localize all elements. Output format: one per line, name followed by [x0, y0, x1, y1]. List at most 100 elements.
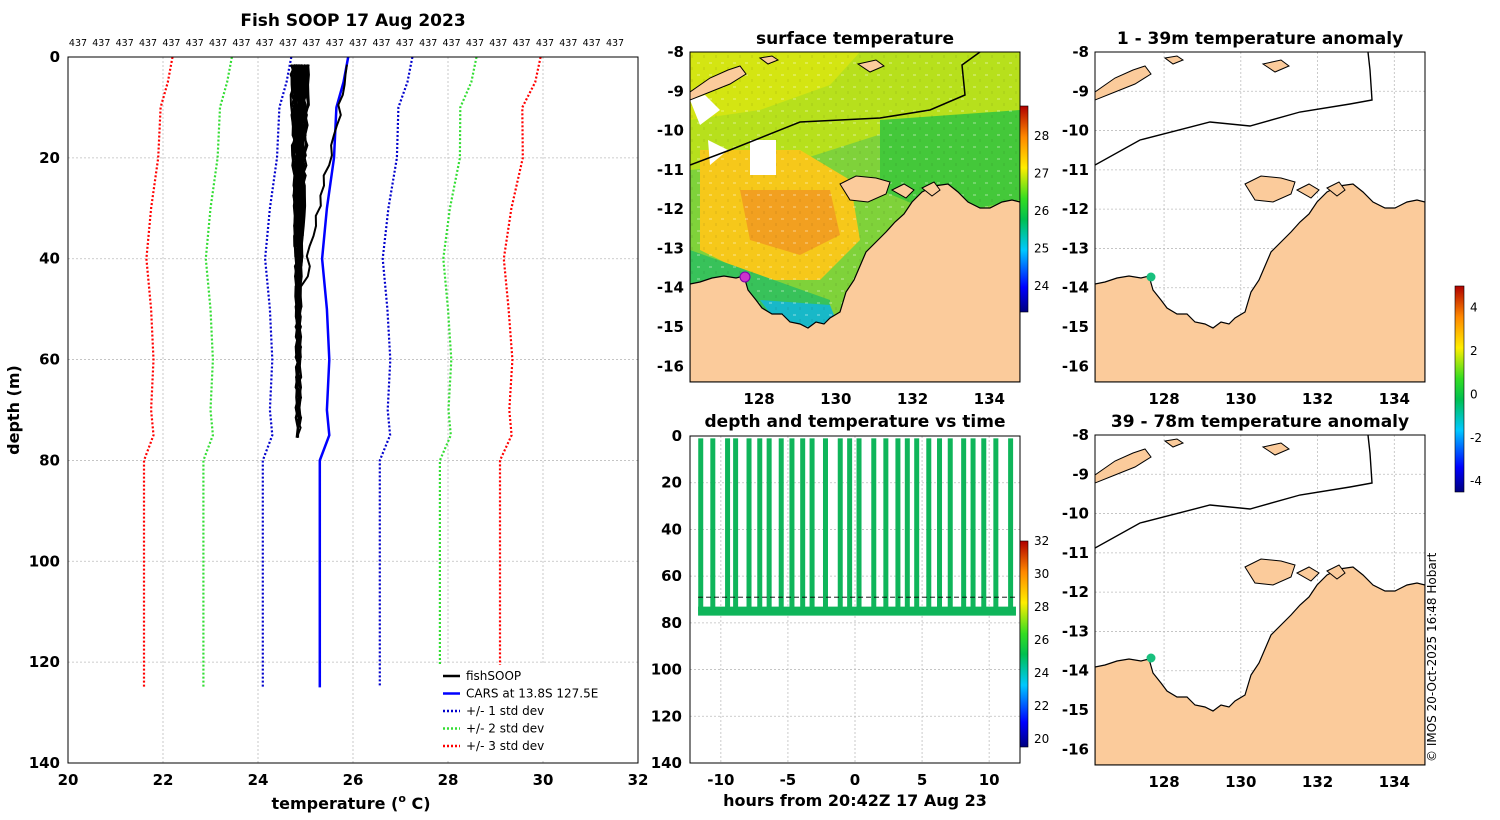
anomaly2-map-panel: 39 - 78m temperature anomaly 128 130 132 13…: [1062, 412, 1426, 791]
map-ytick-label: -9: [667, 82, 684, 100]
anomaly1-islands: [1095, 55, 1346, 203]
timeseries-colorbar-ticks: 32 30 28 26 24 22 20: [1034, 534, 1049, 746]
map-ytick-label: -13: [657, 239, 684, 257]
sst-map-panel: surface temperature 128 130 132 134 -8 -9 -10 -…: [657, 29, 1049, 408]
timeseries-tow: [981, 438, 987, 612]
timeseries-colorbar-tick-label: 32: [1034, 534, 1049, 548]
anomaly2-land: [1095, 566, 1425, 765]
timeseries-tow: [822, 438, 828, 612]
anomaly1-field: [1095, 52, 1425, 382]
profile-xtick-label: 30: [533, 771, 554, 789]
map-ytick-label: -14: [1062, 662, 1089, 680]
timeseries-ytick-label: 40: [661, 520, 682, 538]
timeseries-ytick-label: 20: [661, 474, 682, 492]
timeseries-tow: [970, 438, 976, 612]
map-xtick-label: 132: [1302, 773, 1333, 791]
map-xtick-label: 134: [1379, 390, 1410, 408]
anomaly-colorbar: [1454, 285, 1465, 493]
timeseries-tow: [895, 438, 901, 612]
profile-xtick-label: 28: [438, 771, 459, 789]
map-ytick-label: -16: [1062, 740, 1089, 758]
map-xtick-label: 130: [1225, 390, 1256, 408]
fish-profile-line: [295, 64, 308, 358]
fish-profile-line: [290, 64, 300, 247]
map-ytick-label: -10: [657, 122, 684, 140]
profile-count-label: 437: [326, 38, 344, 49]
timeseries-colorbar-tick-label: 24: [1034, 666, 1049, 680]
profile-ytick-label: 120: [29, 653, 60, 671]
credit-text: © IMOS 20-Oct-2025 16:48 Hobart: [1425, 552, 1439, 762]
sst-colorbar-ticks: 24 25 26 27 28: [1034, 129, 1049, 293]
profile-count-label: 437: [302, 38, 320, 49]
timeseries-grid: [690, 436, 1020, 763]
timeseries-panel: depth and temperature vs time -10 -5 0 5 100…: [651, 412, 1050, 810]
profile-xtick-label: 24: [248, 771, 269, 789]
profile-ylabel: depth (m): [4, 365, 23, 455]
timeseries-ytick-label: 120: [651, 707, 682, 725]
map-ytick-label: -12: [1062, 583, 1089, 601]
sst-colorbar-tick-label: 26: [1034, 204, 1049, 218]
legend-label: fishSOOP: [466, 669, 521, 683]
fish-profile-line: [295, 64, 348, 327]
timeseries-tow: [961, 438, 967, 612]
profile-count-label: 437: [606, 38, 624, 49]
timeseries-tow: [883, 438, 889, 612]
map-ytick-label: -16: [657, 357, 684, 375]
profile-count-label: 437: [536, 38, 554, 49]
map-xtick-label: 132: [897, 390, 928, 408]
timeseries-colorbar-tick-label: 22: [1034, 699, 1049, 713]
profile-count-label: 437: [162, 38, 180, 49]
map-xtick-label: 132: [1302, 390, 1333, 408]
anomaly-colorbar-tick-label: 4: [1470, 301, 1478, 315]
anomaly-colorbar-tick-label: 0: [1470, 387, 1478, 401]
timeseries-tow: [926, 438, 932, 612]
legend-box: [436, 665, 634, 759]
profile-count-label: 437: [256, 38, 274, 49]
timeseries-ytick-label: 60: [661, 567, 682, 585]
anomaly1-contour-line: [1095, 52, 1373, 166]
timeseries-colorbar-tick-label: 20: [1034, 732, 1049, 746]
timeseries-tow: [766, 438, 772, 612]
profile-count-label: 437: [349, 38, 367, 49]
profile-count-label: 437: [69, 38, 87, 49]
timeseries-xtick-label: -10: [707, 771, 734, 789]
std-dev-2-lower: [202, 57, 233, 688]
anomaly2-field: [1095, 435, 1425, 765]
timeseries-xtick-label: 0: [850, 771, 860, 789]
std-dev-3-lower: [142, 57, 174, 688]
map-ytick-label: -8: [1072, 426, 1089, 444]
timeseries-xtick-label: 10: [979, 771, 1000, 789]
profile-count-label: 437: [583, 38, 601, 49]
timeseries-ytick-label: 100: [651, 661, 682, 679]
map-ytick-label: -11: [1062, 161, 1089, 179]
anomaly2-ticks: 128 130 132 134 -8 -9 -10 -11 -12 -13 -14 -15 -16: [1062, 426, 1410, 791]
profile-ytick-label: 0: [50, 48, 60, 66]
anomaly1-vessel-marker: [1146, 272, 1156, 282]
profile-count-label: 437: [466, 38, 484, 49]
timeseries-tow: [1008, 438, 1014, 612]
map-xtick-label: 134: [1379, 773, 1410, 791]
fish-profile-line: [297, 64, 310, 257]
anomaly-colorbar-tick-label: 2: [1470, 344, 1478, 358]
profile-xtick-label: 22: [153, 771, 174, 789]
anomaly2-islands: [1095, 438, 1346, 586]
profile-count-label: 437: [186, 38, 204, 49]
profile-count-label: 437: [372, 38, 390, 49]
anomaly2-contour-line: [1095, 435, 1373, 549]
profile-count-label: 437: [513, 38, 531, 49]
std-dev-3-upper: [498, 57, 542, 688]
timeseries-tow: [725, 438, 731, 612]
cars-profile-line: [318, 57, 350, 688]
timeseries-tow: [993, 438, 999, 612]
timeseries-tow: [710, 438, 716, 612]
legend-label: CARS at 13.8S 127.5E: [466, 687, 598, 701]
profile-count-label: 437: [139, 38, 157, 49]
profile-count-label: 437: [116, 38, 134, 49]
timeseries-colorbar-tick-label: 26: [1034, 633, 1049, 647]
timeseries-tow: [947, 438, 953, 612]
profile-count-label: 437: [419, 38, 437, 49]
map-ytick-label: -15: [1062, 318, 1089, 336]
legend-label: +/- 1 std dev: [466, 704, 544, 718]
anomaly2-title: 39 - 78m temperature anomaly: [1111, 412, 1409, 432]
